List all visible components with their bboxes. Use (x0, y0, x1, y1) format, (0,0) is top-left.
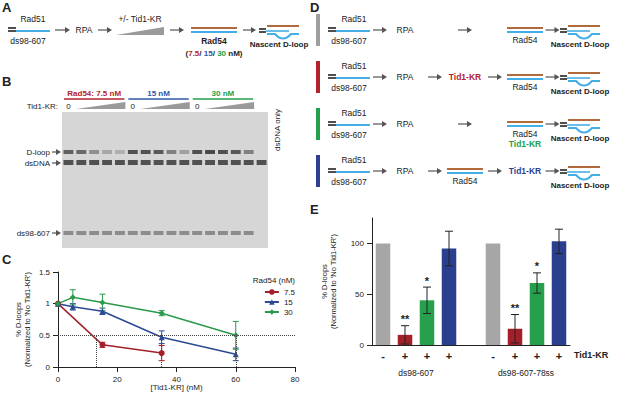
svg-text:-: - (491, 350, 495, 362)
svg-text:15: 15 (284, 298, 293, 307)
svg-text:Rad51: Rad51 (20, 14, 45, 24)
svg-text:D-loop: D-loop (26, 148, 50, 157)
svg-text:60: 60 (231, 375, 240, 384)
svg-text:20: 20 (113, 375, 122, 384)
svg-text:ds98-607: ds98-607 (17, 229, 51, 238)
svg-text:+: + (446, 350, 452, 362)
svg-text:0: 0 (56, 375, 61, 384)
svg-text:0: 0 (360, 341, 365, 350)
svg-text:Tid1-KR: Tid1-KR (574, 350, 609, 360)
svg-text:+: + (534, 350, 540, 362)
svg-text:Rad54: Rad54 (452, 176, 477, 186)
svg-text:Rad54: Rad54 (512, 35, 537, 45)
svg-text:0.5: 0.5 (39, 331, 51, 340)
svg-text:RPA: RPA (76, 25, 93, 35)
svg-text:A: A (2, 0, 12, 15)
svg-text:0: 0 (46, 363, 51, 372)
svg-text:% D-loops: % D-loops (14, 302, 23, 337)
svg-text:Nascent D-loop: Nascent D-loop (551, 40, 610, 49)
svg-text:C: C (2, 252, 12, 267)
svg-text:*: * (535, 260, 540, 272)
svg-text:dsDNA: dsDNA (25, 159, 51, 168)
svg-text:0: 0 (195, 102, 200, 111)
svg-text:(Normalized to 'No Tid1-KR'): (Normalized to 'No Tid1-KR') (329, 234, 338, 329)
svg-text:Rad51: Rad51 (341, 14, 366, 24)
svg-text:Rad54: Rad54 (512, 129, 537, 139)
svg-text:Nascent D-loop: Nascent D-loop (250, 40, 309, 49)
svg-text:ds98-607: ds98-607 (331, 36, 367, 46)
svg-text:15 nM: 15 nM (147, 89, 170, 98)
svg-text:Rad54 (nM): Rad54 (nM) (253, 276, 296, 285)
svg-text:RPA: RPA (397, 72, 414, 82)
svg-text:ds98-607: ds98-607 (331, 177, 367, 187)
svg-text:0: 0 (131, 102, 136, 111)
svg-text:B: B (2, 74, 11, 89)
svg-text:100: 100 (351, 239, 365, 248)
svg-text:Rad54: Rad54 (512, 82, 537, 92)
svg-text:50: 50 (355, 290, 364, 299)
svg-text:D: D (310, 0, 319, 15)
svg-text:Rad51: Rad51 (341, 108, 366, 118)
svg-text:ds98-607: ds98-607 (331, 130, 367, 140)
svg-text:1: 1 (46, 299, 51, 308)
svg-text:1.5: 1.5 (39, 268, 51, 277)
svg-text:Rad51: Rad51 (341, 61, 366, 71)
svg-text:ds98-607: ds98-607 (398, 368, 434, 378)
svg-text:ds98-607: ds98-607 (331, 83, 367, 93)
svg-text:ds98-607-78ss: ds98-607-78ss (498, 368, 554, 378)
svg-text:% D-loops: % D-loops (320, 264, 329, 299)
svg-text:Rad51: Rad51 (341, 155, 366, 165)
svg-text:RPA: RPA (397, 119, 414, 129)
svg-text:**: ** (401, 313, 410, 325)
svg-text:-: - (381, 350, 385, 362)
svg-text:+: + (512, 350, 518, 362)
svg-text:(Normalized to 'No Tid1-KR'): (Normalized to 'No Tid1-KR') (23, 272, 32, 367)
svg-text:Tid1-KR: Tid1-KR (509, 139, 541, 149)
svg-text:0: 0 (66, 102, 71, 111)
svg-text:Nascent D-loop: Nascent D-loop (551, 134, 610, 143)
svg-text:Rad54: 7.5 nM: Rad54: 7.5 nM (67, 89, 121, 98)
svg-text:30: 30 (284, 308, 293, 317)
svg-text:Tid1-KR: Tid1-KR (449, 72, 481, 82)
svg-text:7.5: 7.5 (284, 288, 296, 297)
svg-text:Tid1-KR:: Tid1-KR: (27, 102, 58, 111)
svg-text:+: + (556, 350, 562, 362)
svg-text:+/- Tid1-KR: +/- Tid1-KR (118, 14, 161, 24)
svg-text:(7.5/ 15/ 30 nM): (7.5/ 15/ 30 nM) (186, 49, 243, 58)
svg-text:+: + (402, 350, 408, 362)
svg-text:30 nM: 30 nM (212, 89, 235, 98)
svg-text:[Tid1-KR] (nM): [Tid1-KR] (nM) (150, 383, 202, 392)
svg-text:RPA: RPA (397, 166, 414, 176)
svg-text:RPA: RPA (397, 25, 414, 35)
svg-text:E: E (310, 202, 319, 217)
svg-text:Rad54: Rad54 (201, 36, 227, 46)
svg-text:ds98-607: ds98-607 (10, 36, 46, 46)
svg-text:**: ** (511, 302, 520, 314)
svg-text:40: 40 (172, 375, 181, 384)
svg-text:Tid1-KR: Tid1-KR (509, 166, 541, 176)
svg-text:Nascent D-loop: Nascent D-loop (551, 181, 610, 190)
svg-text:dsDNA only: dsDNA only (273, 109, 282, 151)
svg-text:*: * (425, 275, 430, 287)
svg-text:+: + (424, 350, 430, 362)
svg-text:80: 80 (291, 375, 300, 384)
svg-text:Nascent D-loop: Nascent D-loop (551, 87, 610, 96)
